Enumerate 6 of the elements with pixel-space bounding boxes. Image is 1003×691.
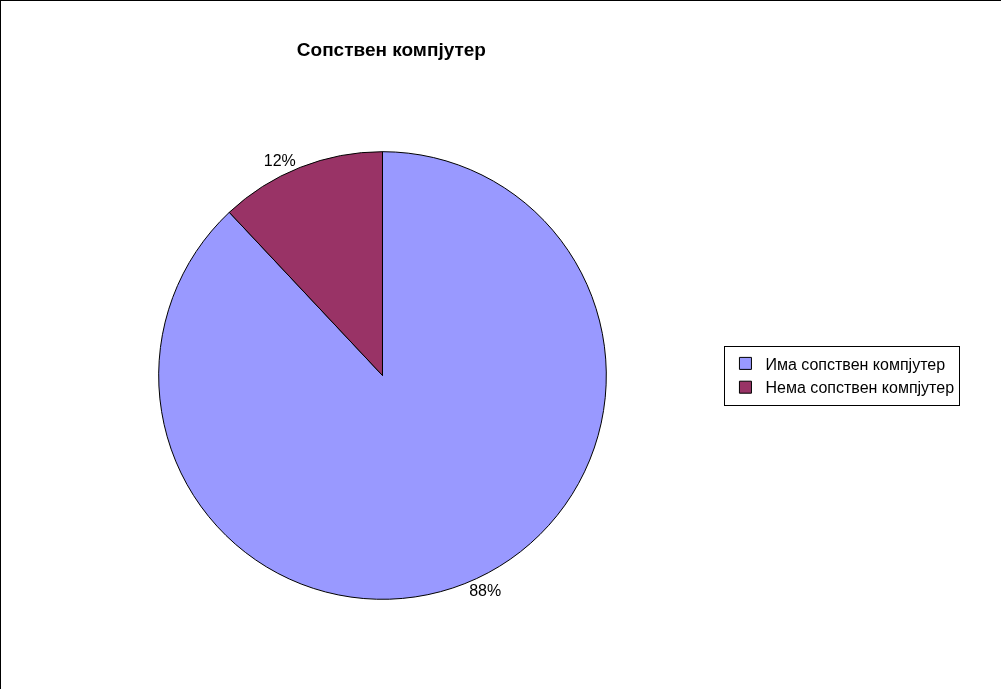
- chart-title: Сопствен компјутер: [296, 38, 486, 60]
- legend-label: Има сопствен компјутер: [765, 355, 946, 373]
- pie-slice: [158, 151, 607, 600]
- data-label: 88%: [469, 582, 502, 600]
- data-label: 12%: [263, 151, 296, 169]
- legend-label: Нема сопствен компјутер: [765, 379, 955, 397]
